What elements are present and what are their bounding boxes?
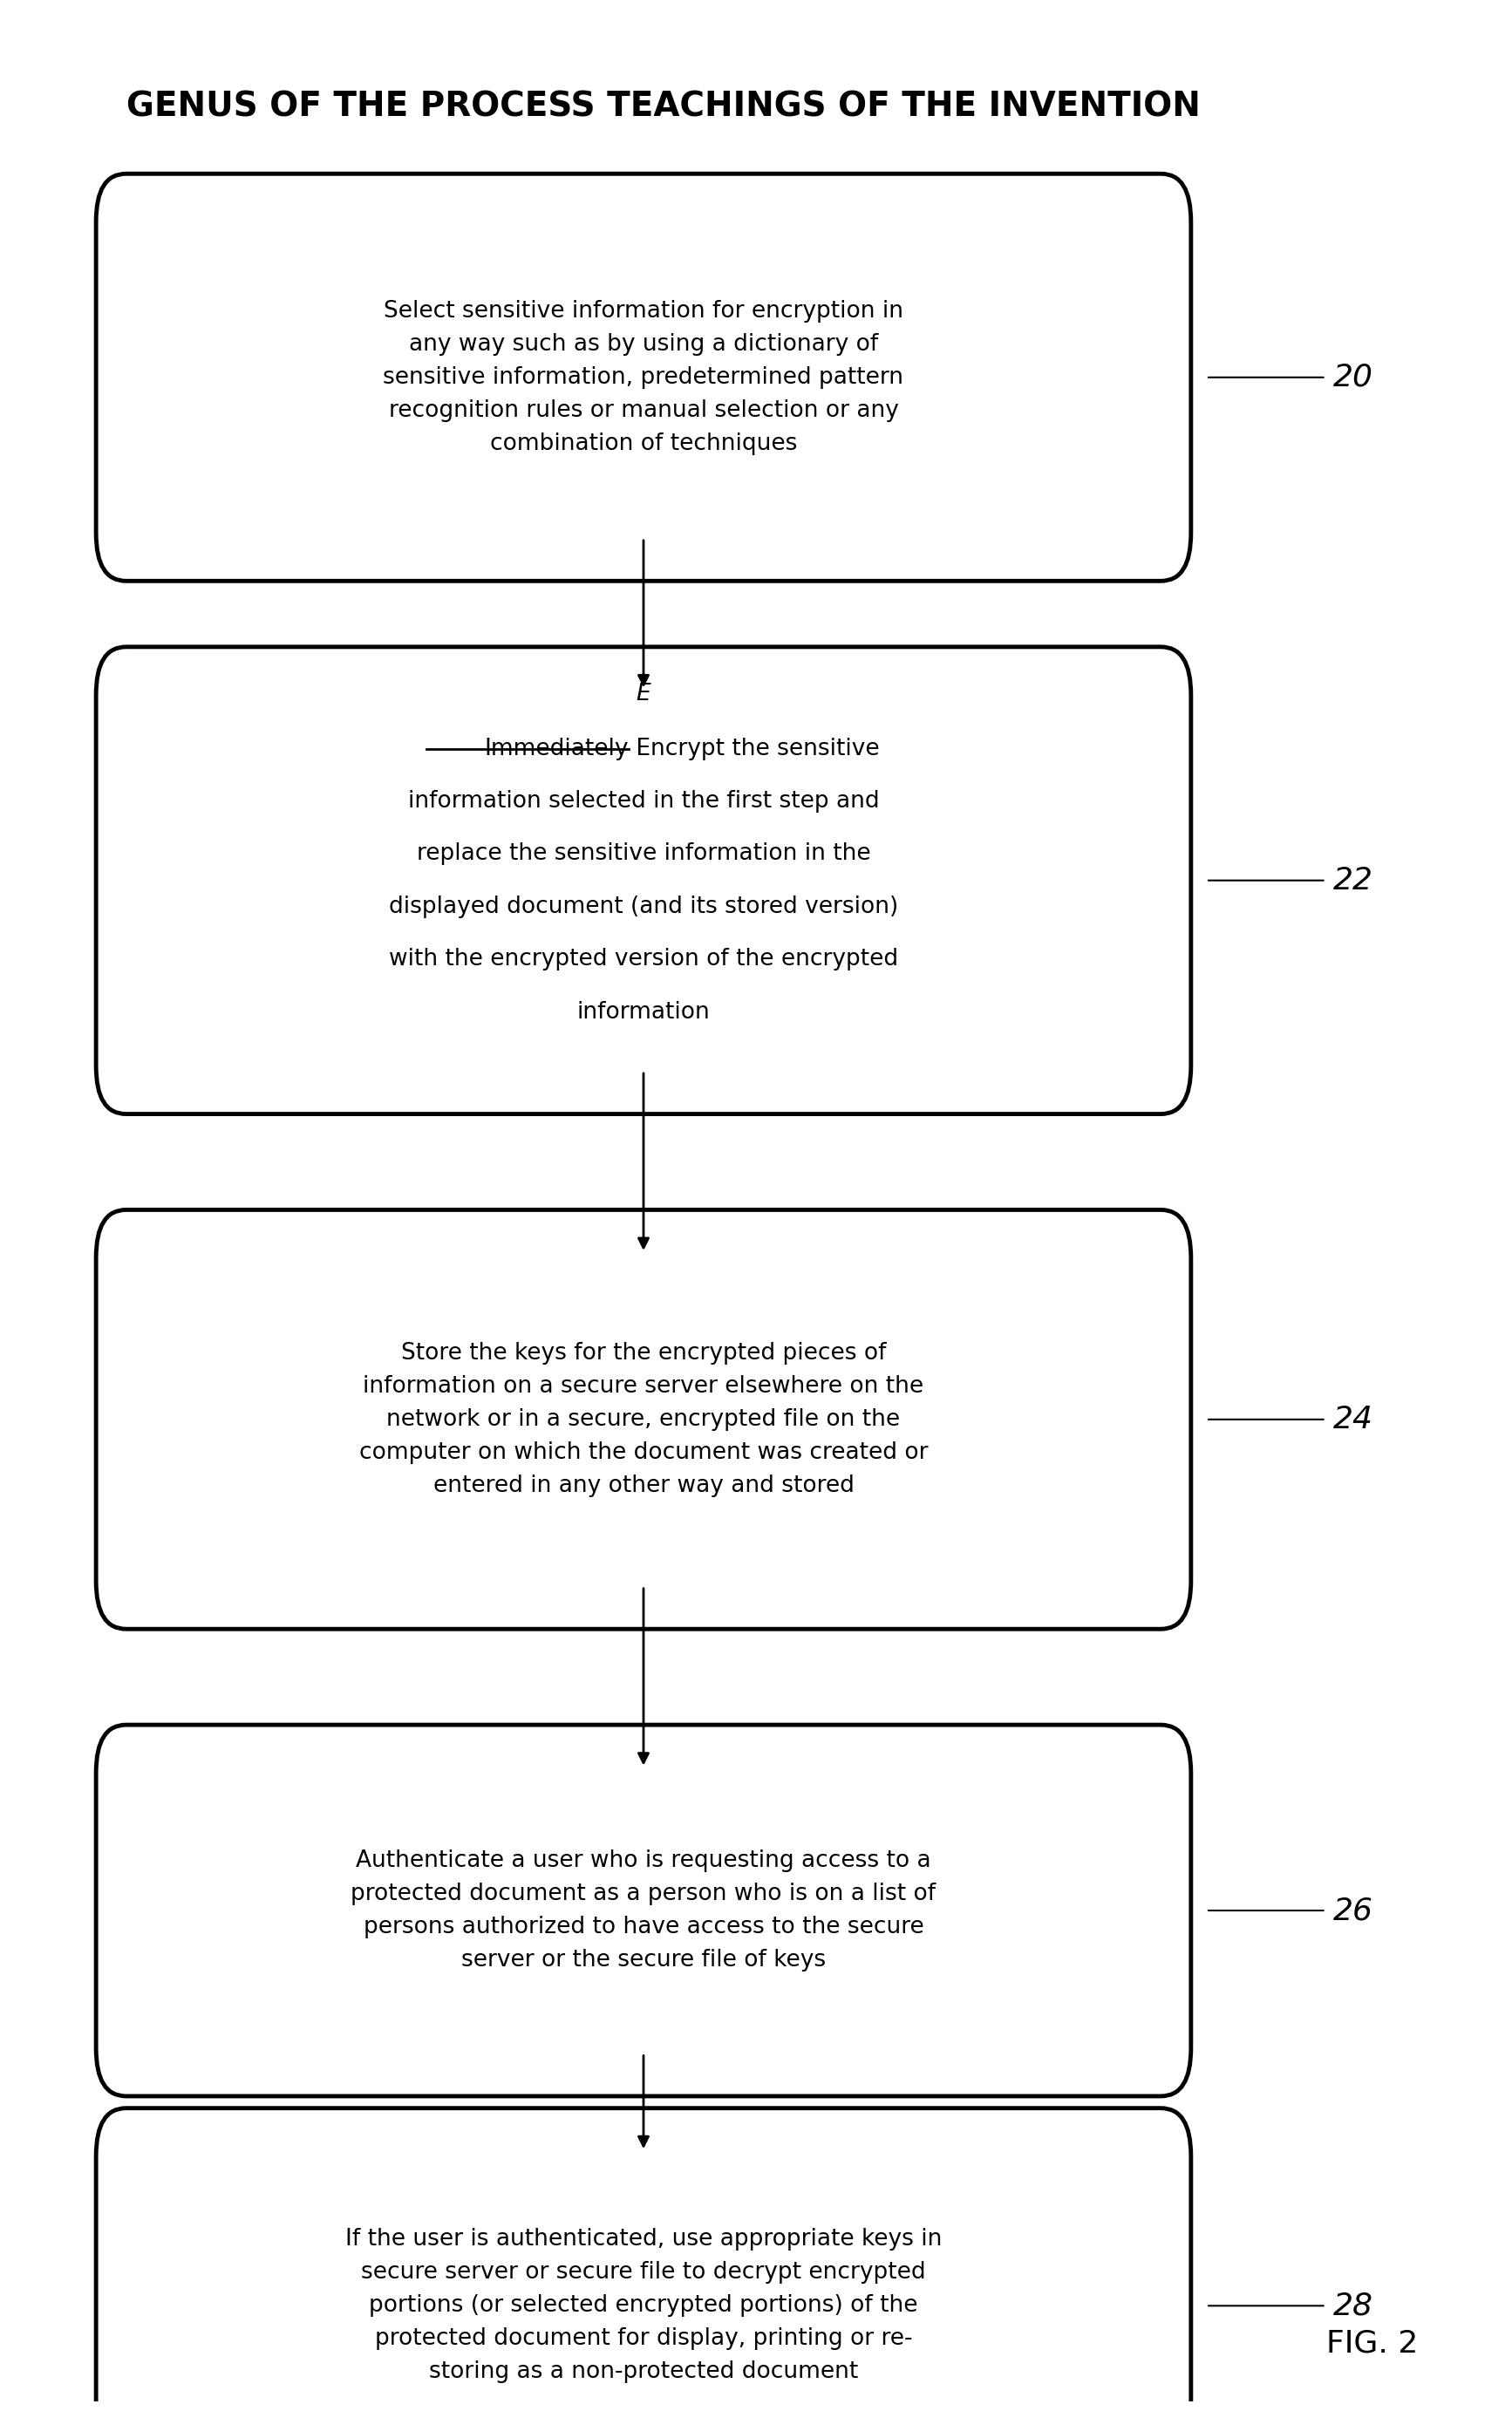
Text: with the encrypted version of the encrypted: with the encrypted version of the encryp…	[389, 948, 898, 972]
Text: replace the sensitive information in the: replace the sensitive information in the	[416, 844, 871, 866]
FancyBboxPatch shape	[97, 174, 1191, 581]
Text: information selected in the first step and: information selected in the first step a…	[408, 791, 878, 813]
FancyBboxPatch shape	[97, 1210, 1191, 1630]
Text: 22: 22	[1334, 866, 1373, 894]
Text: If the user is authenticated, use appropriate keys in
secure server or secure fi: If the user is authenticated, use approp…	[345, 2228, 942, 2384]
Text: Encrypt the sensitive: Encrypt the sensitive	[629, 738, 880, 759]
FancyBboxPatch shape	[97, 646, 1191, 1114]
Text: 28: 28	[1334, 2290, 1373, 2322]
FancyBboxPatch shape	[97, 2107, 1191, 2411]
FancyBboxPatch shape	[97, 1724, 1191, 2095]
Text: Authenticate a user who is requesting access to a
protected document as a person: Authenticate a user who is requesting ac…	[351, 1849, 936, 1972]
Text: 24: 24	[1334, 1406, 1373, 1435]
Text: Select sensitive information for encryption in
any way such as by using a dictio: Select sensitive information for encrypt…	[383, 299, 904, 456]
Text: Immediately: Immediately	[484, 738, 629, 759]
Text: 20: 20	[1334, 362, 1373, 393]
Text: GENUS OF THE PROCESS TEACHINGS OF THE INVENTION: GENUS OF THE PROCESS TEACHINGS OF THE IN…	[125, 89, 1201, 123]
Text: 26: 26	[1334, 1895, 1373, 1926]
Text: information: information	[578, 1001, 711, 1025]
Text: displayed document (and its stored version): displayed document (and its stored versi…	[389, 894, 898, 919]
Text: E: E	[637, 682, 650, 706]
Text: FIG. 2: FIG. 2	[1326, 2329, 1418, 2358]
Text: Store the keys for the encrypted pieces of
information on a secure server elsewh: Store the keys for the encrypted pieces …	[358, 1343, 928, 1497]
